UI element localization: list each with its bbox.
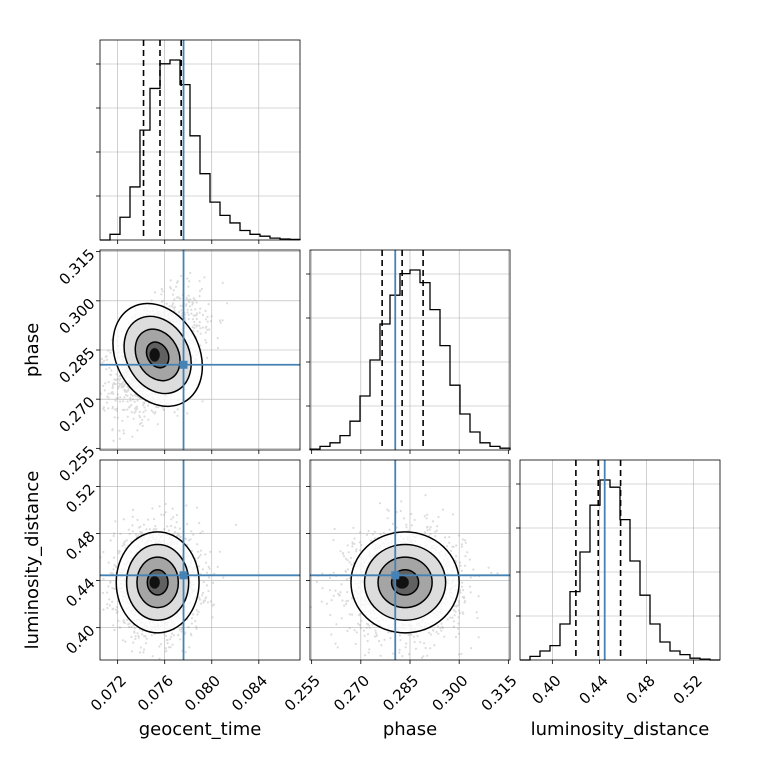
tick-label-x-luminosity_distance: 0.48: [622, 672, 658, 708]
hist-panel-geocent_time: [96, 39, 301, 244]
panel-content: [100, 460, 300, 660]
tick-label-x-geocent_time: 0.084: [228, 672, 271, 715]
truth-marker: [179, 360, 188, 369]
tick-label-x-phase: 0.315: [478, 672, 521, 715]
density-core: [149, 576, 160, 589]
xlabel-geocent-time: geocent_time: [139, 719, 262, 740]
tick-label-y-phase: 0.270: [55, 393, 98, 436]
tick-label-x-geocent_time: 0.072: [87, 672, 130, 715]
truth-marker: [391, 571, 400, 580]
hist-panel-luminosity_distance: [516, 459, 721, 664]
tick-label-x-luminosity_distance: 0.40: [528, 672, 564, 708]
panel-frame: [519, 459, 721, 661]
tick-label-y-luminosity_distance: 0.48: [62, 527, 98, 563]
tick-label-x-phase: 0.255: [281, 672, 324, 715]
tick-label-y-luminosity_distance: 0.44: [62, 574, 98, 610]
hist-panel-phase: [306, 249, 511, 454]
tick-label-x-phase: 0.300: [428, 672, 471, 715]
axis-labels-layer: geocent_time phase luminosity_distance p…: [22, 323, 709, 740]
tick-label-x-geocent_time: 0.076: [134, 672, 177, 715]
tick-label-y-phase: 0.315: [55, 245, 98, 288]
tick-label-y-luminosity_distance: 0.40: [62, 621, 98, 657]
xlabel-luminosity-distance: luminosity_distance: [531, 719, 710, 740]
panel-frame: [99, 459, 301, 661]
scatter-panel-phase-luminosity_distance: [306, 459, 511, 664]
scatter-panel-geocent_time-phase: [96, 249, 301, 454]
panel-content: [310, 460, 510, 660]
hist-step-geocent_time: [100, 59, 301, 241]
tick-label-x-geocent_time: 0.080: [181, 672, 224, 715]
tick-label-x-luminosity_distance: 0.52: [670, 672, 706, 708]
panels-layer: 0.072 0.076 0.080 0.084 0.255 0.270 0.285 0.300…: [55, 39, 721, 715]
tick-label-y-phase: 0.300: [55, 295, 98, 338]
density-core: [149, 348, 160, 362]
hist-step-phase: [309, 269, 511, 450]
tick-label-x-phase: 0.270: [330, 672, 373, 715]
tick-label-y-phase: 0.285: [55, 344, 98, 387]
panel-content: [100, 250, 300, 450]
panel-frame: [99, 39, 301, 241]
ylabel-luminosity-distance: luminosity_distance: [22, 471, 43, 650]
xlabel-phase: phase: [383, 719, 437, 740]
ylabel-phase: phase: [22, 323, 43, 377]
scatter-panel-geocent_time-luminosity_distance: [96, 459, 301, 664]
tick-label-x-phase: 0.285: [379, 672, 422, 715]
truth-marker: [179, 571, 188, 580]
tick-label-y-phase: 0.255: [55, 442, 98, 485]
tick-label-x-luminosity_distance: 0.44: [575, 672, 611, 708]
